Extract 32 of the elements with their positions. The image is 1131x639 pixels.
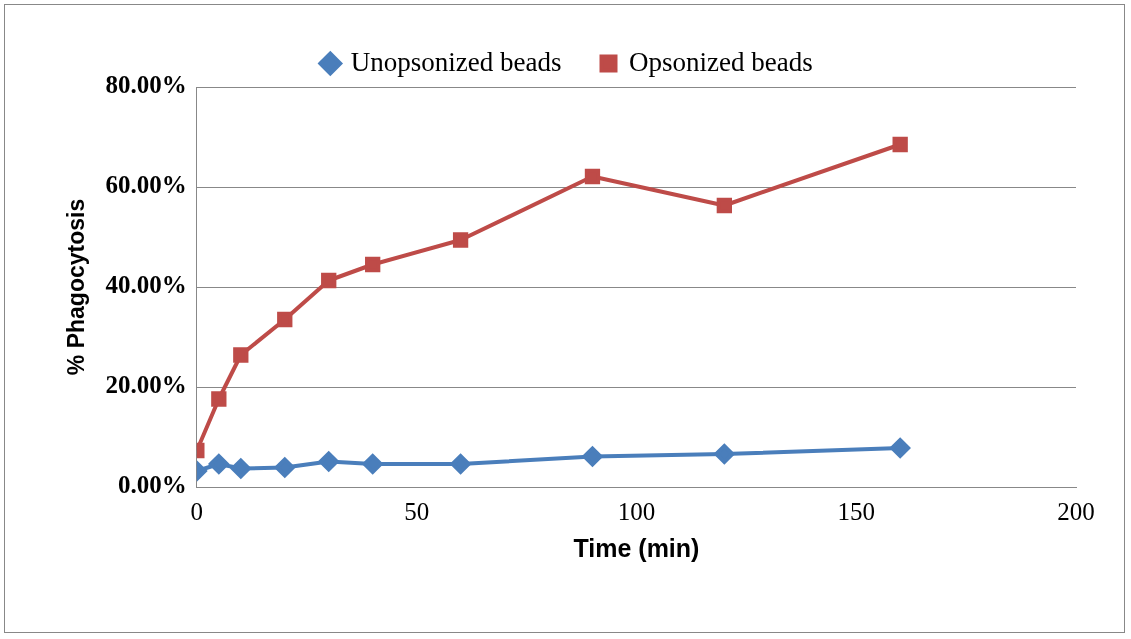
point xyxy=(233,347,249,363)
y-tick-label: 0.00% xyxy=(118,471,187,499)
point xyxy=(890,438,911,458)
point xyxy=(321,272,337,289)
y-tick-label: 80.00% xyxy=(105,71,187,99)
x-tick-label: 100 xyxy=(617,497,656,525)
legend-label: Opsonized beads xyxy=(629,46,813,77)
y-tick-label: 60.00% xyxy=(105,171,187,199)
point xyxy=(230,458,251,479)
point xyxy=(318,451,339,472)
x-tick-label: 0 xyxy=(190,497,204,525)
point xyxy=(362,454,383,474)
point xyxy=(452,232,469,248)
point xyxy=(274,457,295,478)
y-tick-label: 40.00% xyxy=(105,271,187,299)
point xyxy=(582,446,603,467)
x-axis-title: Time (min) xyxy=(573,533,700,562)
x-tick-label: 150 xyxy=(837,497,875,525)
legend-label: Unopsonized beads xyxy=(350,46,562,77)
point xyxy=(892,136,908,153)
y-axis-title: % Phagocytosis xyxy=(63,198,90,376)
x-tick-label: 50 xyxy=(404,497,430,525)
y-tick-label: 20.00% xyxy=(105,371,187,399)
point xyxy=(584,168,601,185)
x-tick-label: 200 xyxy=(1057,497,1095,525)
point xyxy=(277,311,293,328)
point xyxy=(208,454,229,474)
point xyxy=(450,454,471,474)
point xyxy=(714,444,735,464)
point xyxy=(716,197,732,214)
point xyxy=(211,391,227,407)
point xyxy=(365,256,381,273)
